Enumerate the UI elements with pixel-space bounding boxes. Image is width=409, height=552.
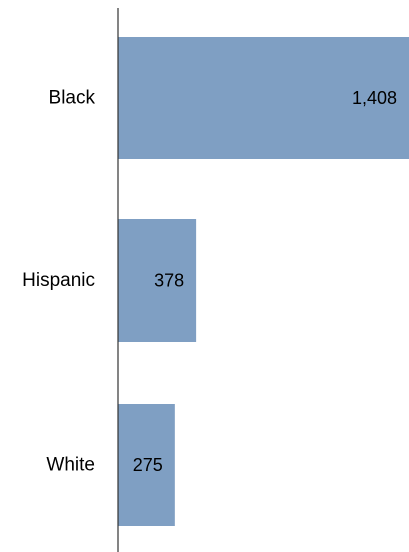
category-label-black: Black <box>49 88 96 109</box>
bars-group <box>118 37 409 526</box>
category-label-white: White <box>46 455 95 476</box>
value-labels-group: 1,408 378 275 <box>133 88 397 475</box>
value-label-white: 275 <box>133 455 163 475</box>
bar-white <box>118 404 175 526</box>
value-label-black: 1,408 <box>352 88 397 108</box>
bar-hispanic <box>118 219 197 342</box>
category-labels-group: Black Hispanic White <box>22 88 95 476</box>
value-label-hispanic: 378 <box>154 271 184 291</box>
category-label-hispanic: Hispanic <box>22 270 95 291</box>
bar-black <box>118 37 409 159</box>
